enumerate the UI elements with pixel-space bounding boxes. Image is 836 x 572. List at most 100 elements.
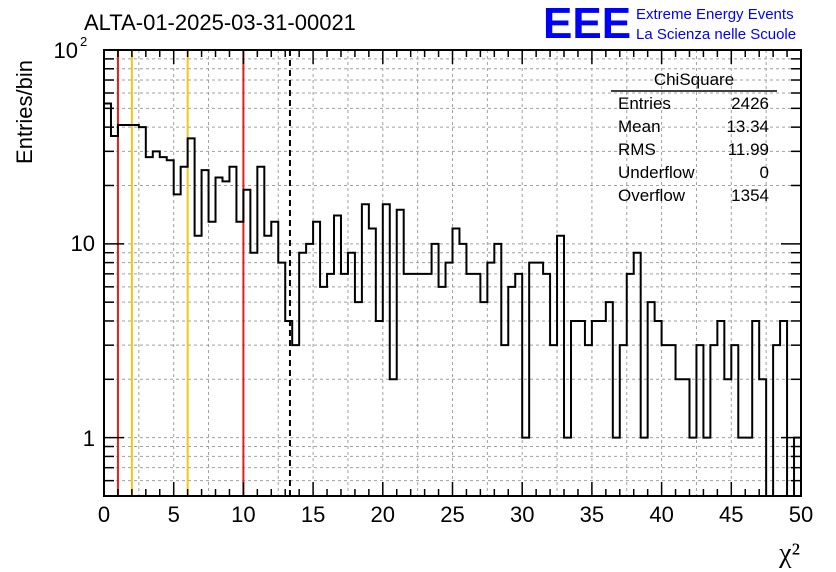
histogram-bin bbox=[139, 127, 146, 496]
histogram-bin bbox=[571, 321, 578, 496]
histogram-bin bbox=[738, 438, 745, 496]
histogram-bin bbox=[446, 263, 453, 496]
histogram-bin bbox=[494, 244, 501, 496]
histogram-bin bbox=[655, 321, 662, 496]
histogram-bin bbox=[578, 321, 585, 496]
histogram-bins bbox=[104, 103, 801, 496]
histogram-bin bbox=[724, 379, 731, 496]
histogram-bin bbox=[209, 222, 216, 496]
x-tick-label-5: 5 bbox=[168, 502, 180, 527]
histogram-bin bbox=[696, 345, 703, 496]
histogram-bin bbox=[710, 345, 717, 496]
histogram-bin bbox=[397, 210, 404, 496]
y-tick-labels: 1 10 10 2 bbox=[54, 34, 95, 451]
histogram-bin bbox=[508, 287, 515, 496]
histogram-bin bbox=[620, 345, 627, 496]
histogram-bin bbox=[515, 274, 522, 496]
histogram-bin bbox=[599, 321, 606, 496]
y-tick-label-10: 10 bbox=[71, 231, 95, 256]
x-tick-label-25: 25 bbox=[440, 502, 464, 527]
histogram-bin bbox=[362, 204, 369, 496]
histogram-bin bbox=[648, 302, 655, 496]
histogram-bin bbox=[153, 151, 160, 496]
histogram-bin bbox=[641, 438, 648, 496]
y-tick-label-1: 1 bbox=[83, 426, 95, 451]
histogram-bin bbox=[780, 321, 787, 496]
stats-label-rms: RMS bbox=[618, 140, 656, 159]
histogram-bin bbox=[473, 274, 480, 496]
histogram-bin bbox=[306, 244, 313, 496]
histogram-bin bbox=[278, 263, 285, 496]
histogram-bin bbox=[529, 263, 536, 496]
x-tick-label-0: 0 bbox=[98, 502, 110, 527]
histogram-bin bbox=[731, 345, 738, 496]
histogram-bin bbox=[299, 253, 306, 496]
histogram-bin bbox=[285, 321, 292, 496]
brand-line1: Extreme Energy Events bbox=[636, 6, 794, 23]
histogram-bin bbox=[411, 274, 418, 496]
y-axis-label: Entries/bin bbox=[12, 60, 37, 164]
histogram-bin bbox=[425, 274, 432, 496]
histogram-bin bbox=[745, 438, 752, 496]
histogram-bin bbox=[466, 274, 473, 496]
histogram-bin bbox=[390, 379, 397, 496]
histogram-bin bbox=[369, 228, 376, 496]
stats-label-overflow: Overflow bbox=[618, 186, 686, 205]
histogram-bin bbox=[522, 438, 529, 496]
histogram-bin bbox=[383, 204, 390, 496]
histogram-bin bbox=[320, 287, 327, 496]
x-tick-label-40: 40 bbox=[649, 502, 673, 527]
histogram-bin bbox=[257, 167, 264, 496]
stats-value-rms: 11.99 bbox=[728, 140, 769, 159]
stats-box: ChiSquare Entries 2426 Mean 13.34 RMS 11.99 Un… bbox=[611, 70, 777, 205]
eee-logo: EEE bbox=[543, 0, 631, 48]
x-tick-label-35: 35 bbox=[580, 502, 604, 527]
y-tick-label-100-exponent: 2 bbox=[80, 34, 87, 49]
x-tick-label-30: 30 bbox=[510, 502, 534, 527]
histogram-bin bbox=[689, 438, 696, 496]
histogram-bin bbox=[229, 167, 236, 496]
histogram-bin bbox=[585, 345, 592, 496]
histogram-outline bbox=[103, 102, 802, 497]
histogram-bin bbox=[271, 222, 278, 496]
brand-line2: La Scienza nelle Scuole bbox=[636, 26, 796, 43]
histogram-bin bbox=[613, 438, 620, 496]
x-tick-label-50: 50 bbox=[789, 502, 813, 527]
histogram-bin bbox=[773, 345, 780, 496]
stats-title: ChiSquare bbox=[654, 70, 734, 89]
histogram-bin bbox=[759, 379, 766, 496]
x-axis-label: χ² bbox=[778, 538, 800, 569]
histogram-bin bbox=[132, 125, 139, 496]
x-tick-label-45: 45 bbox=[719, 502, 743, 527]
histogram-bin bbox=[404, 274, 411, 496]
histogram-bin bbox=[703, 438, 710, 496]
x-tick-label-20: 20 bbox=[371, 502, 395, 527]
histogram-bin bbox=[243, 190, 250, 496]
histogram-bin bbox=[459, 244, 466, 496]
histogram-bin bbox=[341, 274, 348, 496]
histogram-bin bbox=[313, 222, 320, 496]
brand: EEE Extreme Energy Events La Scienza nel… bbox=[543, 0, 796, 48]
chart-title: ALTA-01-2025-03-31-00021 bbox=[84, 10, 356, 35]
histogram-bin bbox=[195, 236, 202, 496]
histogram-bin bbox=[669, 345, 676, 496]
histogram-bin bbox=[418, 274, 425, 496]
histogram-bin bbox=[606, 302, 613, 496]
histogram-bin bbox=[557, 236, 564, 496]
histogram-bin bbox=[480, 302, 487, 496]
histogram-bin bbox=[453, 228, 460, 496]
stats-label-underflow: Underflow bbox=[618, 163, 695, 182]
histogram-bin bbox=[264, 236, 271, 496]
x-tick-label-10: 10 bbox=[231, 502, 255, 527]
histogram-bin bbox=[564, 438, 571, 496]
histogram-bin bbox=[202, 170, 209, 496]
histogram-bin bbox=[543, 274, 550, 496]
y-tick-label-100: 10 bbox=[54, 38, 78, 63]
histogram-bin bbox=[174, 194, 181, 496]
histogram-bin bbox=[188, 138, 195, 496]
stats-label-entries: Entries bbox=[618, 94, 671, 113]
x-tick-label-15: 15 bbox=[301, 502, 325, 527]
histogram-bin bbox=[250, 253, 257, 496]
histogram-bin bbox=[627, 274, 634, 496]
